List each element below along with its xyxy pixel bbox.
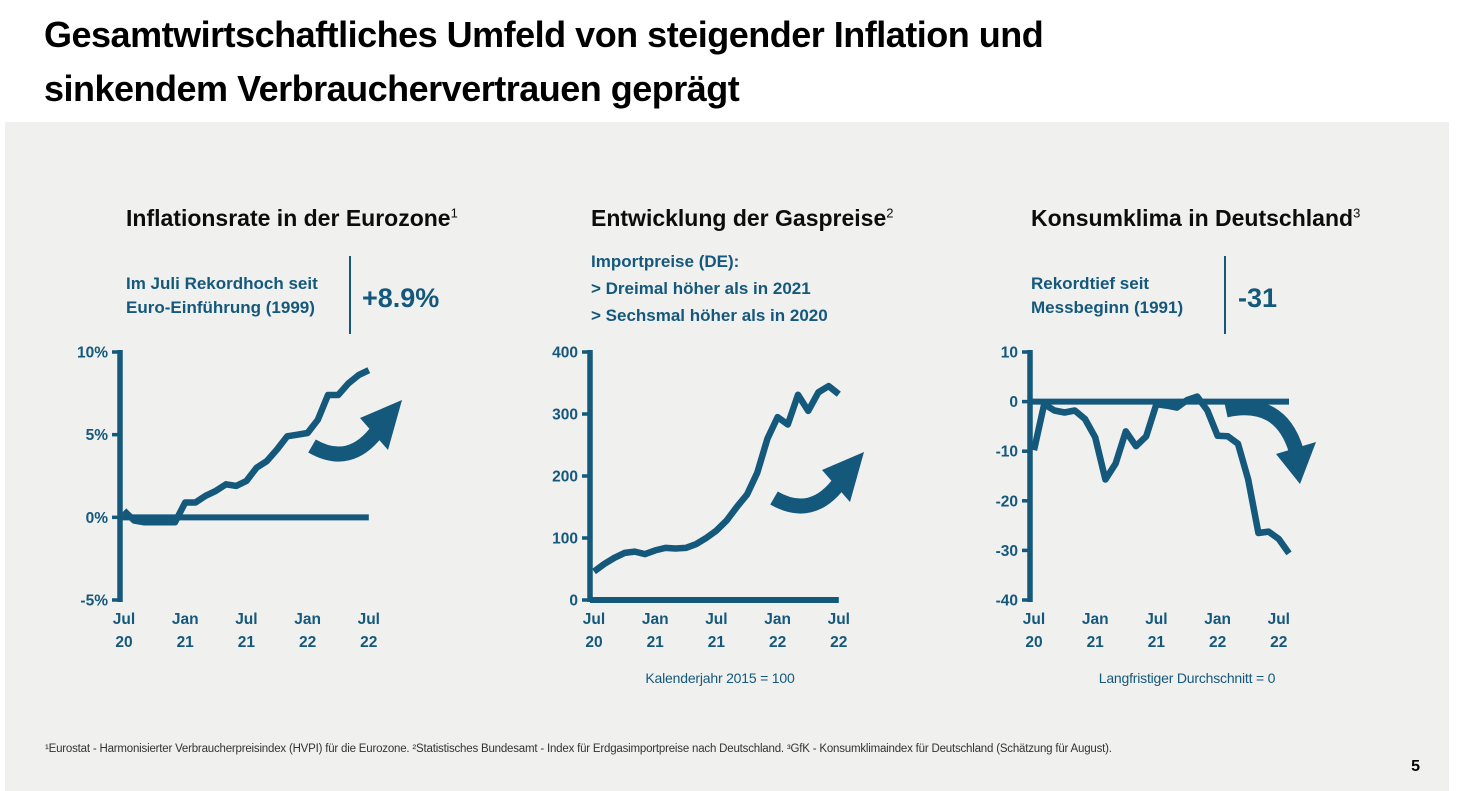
subtitle-line: > Sechsmal höher als in 2020 [591, 306, 828, 325]
page-title-line2: sinkendem Verbrauchervertrauen geprägt [44, 68, 740, 109]
page-number: 5 [1411, 758, 1420, 775]
x-axis-tick-label-year: 21 [238, 634, 256, 651]
y-axis-tick-label: -5% [80, 593, 108, 610]
chart-title-gas: Entwicklung der Gaspreise2 [591, 205, 894, 232]
footnote-marker: 1 [450, 205, 458, 221]
x-axis-tick-label-month: Jul [358, 611, 380, 628]
header-divider [349, 256, 351, 334]
y-axis-tick-label: 200 [552, 469, 578, 486]
y-axis-tick-label: 400 [552, 345, 578, 362]
x-axis-tick-label-month: Jan [294, 611, 321, 628]
inflation-eurozone-chart: 10% 5% 0% -5% Jul 20 Jan 21 Jul 21 Jan 22 Jul 22 [77, 345, 402, 651]
x-axis-tick-label-year: 22 [360, 634, 377, 651]
x-axis-tick-label-month: Jul [583, 611, 605, 628]
chart-title-text: Inflationsrate in der Eurozone [126, 205, 451, 231]
inflation-highlight-value: +8.9% [362, 283, 440, 313]
x-axis-tick-label-year: 22 [769, 634, 786, 651]
subtitle-line: Messbeginn (1991) [1031, 298, 1184, 317]
x-axis-tick-label-year: 20 [115, 634, 132, 651]
x-axis-tick-label-month: Jul [1145, 611, 1167, 628]
x-axis-tick-label-month: Jul [235, 611, 257, 628]
subtitle-line: Importpreise (DE): [591, 252, 740, 271]
subtitle-line: Im Juli Rekordhoch seit [126, 274, 318, 293]
y-axis-tick-label: 0% [86, 510, 109, 527]
gas-chart-caption: Kalenderjahr 2015 = 100 [645, 670, 795, 686]
x-axis-tick-label-year: 21 [1148, 634, 1166, 651]
konsumklima-chart-caption: Langfristiger Durchschnitt = 0 [1098, 670, 1276, 686]
chart-subtitle-inflation: Im Juli Rekordhoch seit Euro-Einführung (… [126, 272, 318, 320]
y-axis-tick-label: -40 [996, 593, 1018, 610]
x-axis-tick-label-year: 22 [830, 634, 847, 651]
chart-title-text: Entwicklung der Gaspreise [591, 205, 887, 231]
chart-title-text: Konsumklima in Deutschland [1031, 205, 1354, 231]
y-axis-tick-label: 300 [552, 407, 578, 424]
y-axis-tick-label: 10 [1001, 345, 1018, 362]
y-axis-tick-label: -20 [996, 493, 1018, 510]
x-axis-tick-label-year: 21 [1087, 634, 1105, 651]
header-divider [1224, 256, 1226, 334]
x-axis-tick-label-year: 22 [299, 634, 316, 651]
x-axis-tick-label-month: Jan [642, 611, 669, 628]
konsumklima-highlight-value: -31 [1238, 283, 1278, 313]
data-series-line [1030, 393, 1292, 556]
x-axis-tick-label-month: Jul [1268, 611, 1290, 628]
down-trend-arrow-icon [1224, 400, 1316, 484]
y-axis-tick-label: 5% [86, 427, 109, 444]
chart-title-konsumklima: Konsumklima in Deutschland3 [1031, 205, 1360, 232]
x-axis-tick-label-year: 21 [708, 634, 726, 651]
gas-price-chart: 400 300 200 100 0 Jul 20 Jan 21 Jul 21 Jan 22 Jul 22 [552, 345, 864, 651]
x-axis-tick-label-month: Jan [172, 611, 199, 628]
x-axis-tick-label-month: Jul [705, 611, 727, 628]
up-trend-arrow-icon [308, 400, 402, 462]
chart-subtitle-gas: Importpreise (DE): > Dreimal höher als in… [591, 248, 828, 329]
chart-title-inflation: Inflationsrate in der Eurozone1 [126, 205, 458, 232]
x-axis-tick-label-month: Jul [1023, 611, 1045, 628]
consumer-climate-chart: 10 0 -10 -20 -30 -40 Jul 20 Jan 21 Jul 21 Jan 22 Jul 22 [996, 345, 1316, 651]
page-title-line1: Gesamtwirtschaftliches Umfeld von steige… [44, 14, 1044, 55]
x-axis-tick-label-year: 21 [177, 634, 195, 651]
content-panel [5, 122, 1449, 791]
chart-subtitle-konsumklima: Rekordtief seit Messbeginn (1991) [1031, 272, 1183, 320]
x-axis-tick-label-month: Jan [1082, 611, 1109, 628]
x-axis-tick-label-month: Jan [1204, 611, 1231, 628]
page-title: Gesamtwirtschaftliches Umfeld von steige… [44, 8, 1344, 116]
x-axis-tick-label-month: Jan [764, 611, 791, 628]
x-axis-tick-label-year: 20 [1025, 634, 1042, 651]
source-footnote: ¹Eurostat - Harmonisierter Verbraucherpr… [45, 743, 1112, 755]
subtitle-line: Euro-Einführung (1999) [126, 298, 315, 317]
x-axis-tick-label-year: 22 [1209, 634, 1226, 651]
footnote-marker: 2 [886, 205, 894, 221]
x-axis-tick-label-month: Jul [828, 611, 850, 628]
data-series-line [121, 367, 371, 526]
subtitle-line: Rekordtief seit [1031, 274, 1150, 293]
up-trend-arrow-icon [770, 452, 864, 514]
data-series-line [592, 382, 841, 575]
subtitle-line: > Dreimal höher als in 2021 [591, 279, 811, 298]
x-axis-tick-label-year: 20 [585, 634, 602, 651]
y-axis-tick-label: -30 [996, 543, 1018, 560]
y-axis-tick-label: 100 [552, 531, 578, 548]
x-axis-tick-label-year: 22 [1270, 634, 1287, 651]
footnote-marker: 3 [1353, 205, 1361, 221]
x-axis-tick-label-month: Jul [113, 611, 135, 628]
y-axis-tick-label: -10 [996, 444, 1018, 461]
y-axis-tick-label: 0 [569, 593, 578, 610]
x-axis-tick-label-year: 21 [647, 634, 665, 651]
y-axis-tick-label: 0 [1009, 394, 1018, 411]
y-axis-tick-label: 10% [77, 345, 108, 362]
